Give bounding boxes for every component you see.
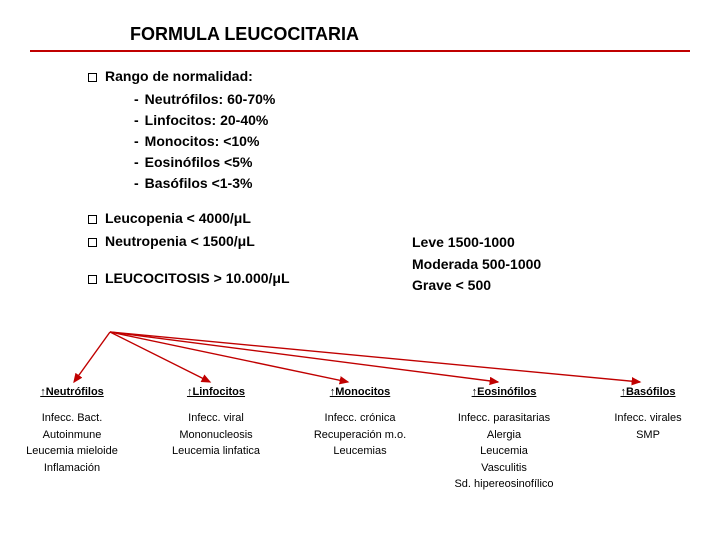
column: ↑Eosinófilos Infecc. parasitariasAlergiaL…	[432, 386, 576, 493]
column-line: SMP	[580, 427, 716, 444]
range-header-row: Rango de normalidad:	[88, 66, 290, 87]
bullet-square-icon	[88, 73, 97, 82]
leucocitosis-row: LEUCOCITOSIS > 10.000/μL	[88, 268, 290, 289]
column-header: ↑Basófilos	[580, 386, 716, 398]
range-header: Rango de normalidad:	[105, 68, 253, 84]
column: ↑Basófilos Infecc. viralesSMP	[576, 386, 720, 493]
column-header: ↑Linfocitos	[148, 386, 284, 398]
column-line: Infecc. crónica	[292, 410, 428, 427]
severity-grave: Grave < 500	[412, 275, 541, 297]
range-item: -Monocitos: <10%	[134, 131, 290, 152]
column-header: ↑Monocitos	[292, 386, 428, 398]
column-line: Mononucleosis	[148, 427, 284, 444]
column: ↑Monocitos Infecc. crónicaRecuperación m.…	[288, 386, 432, 493]
column-header: ↑Neutrófilos	[4, 386, 140, 398]
leucopenia-row: Leucopenia < 4000/μL	[88, 208, 290, 229]
range-item: -Linfocitos: 20-40%	[134, 110, 290, 131]
neutropenia-row: Neutropenia < 1500/μL	[88, 231, 290, 252]
severity-moderada: Moderada 500-1000	[412, 254, 541, 276]
title-underline	[30, 50, 690, 52]
columns-row: ↑NeutrófilosInfecc. Bact.AutoinmuneLeuce…	[0, 386, 720, 493]
column-header: ↑Eosinófilos	[436, 386, 572, 398]
column-line: Sd. hipereosinofílico	[436, 476, 572, 493]
bullet-square-icon	[88, 238, 97, 247]
column-line: Infecc. parasitarias	[436, 410, 572, 427]
range-item: -Basófilos <1-3%	[134, 173, 290, 194]
column-line: Infecc. viral	[148, 410, 284, 427]
column-line: Leucemia linfatica	[148, 443, 284, 460]
column-line: Leucemia mieloide	[4, 443, 140, 460]
column-line: Alergia	[436, 427, 572, 444]
severity-leve: Leve 1500-1000	[412, 232, 541, 254]
range-item: -Eosinófilos <5%	[134, 152, 290, 173]
bullet-square-icon	[88, 215, 97, 224]
column-line: Vasculitis	[436, 460, 572, 477]
column-line: Autoinmune	[4, 427, 140, 444]
column-line: Inflamación	[4, 460, 140, 477]
column: ↑Neutrófilos Infecc. Bact.AutoinmuneLeuce…	[0, 386, 144, 493]
bullet-block: Rango de normalidad: -Neutrófilos: 60-70…	[88, 66, 290, 291]
page-title: FORMULA LEUCOCITARIA	[130, 24, 359, 45]
column-line: Recuperación m.o.	[292, 427, 428, 444]
column-line: Infecc. Bact.	[4, 410, 140, 427]
range-item: -Neutrófilos: 60-70%	[134, 89, 290, 110]
bullet-square-icon	[88, 275, 97, 284]
column: ↑Linfocitos Infecc. viralMononucleosisLeu…	[144, 386, 288, 493]
column-line: Infecc. virales	[580, 410, 716, 427]
severity-block: Leve 1500-1000 Moderada 500-1000 Grave <…	[412, 232, 541, 297]
column-line: Leucemia	[436, 443, 572, 460]
column-line: Leucemias	[292, 443, 428, 460]
